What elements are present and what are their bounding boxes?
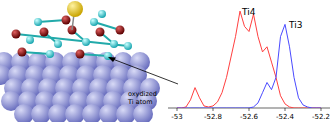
adsorbate-atom bbox=[110, 40, 118, 48]
tick bbox=[321, 108, 322, 111]
tick-label: -52.8 bbox=[204, 113, 222, 121]
adsorbate-atom bbox=[18, 48, 27, 57]
adsorbate-atom bbox=[46, 50, 54, 58]
figure-svg: -53 -52.8 -52.6 -52.4 -52.2 Ti4 Ti3 oxydizedTi … bbox=[0, 0, 333, 122]
surface-atom bbox=[48, 104, 68, 122]
tick bbox=[177, 108, 178, 111]
gold-atom bbox=[67, 1, 83, 17]
adsorbate-atom bbox=[96, 28, 105, 37]
surface-atom bbox=[99, 104, 119, 122]
adsorbate-atom bbox=[124, 42, 132, 50]
surface-atom bbox=[133, 104, 153, 122]
series-label: Ti3 bbox=[288, 20, 302, 30]
tick-label: -52.4 bbox=[276, 113, 295, 121]
adsorbate-atom bbox=[116, 26, 125, 35]
surface-atom bbox=[14, 104, 34, 122]
adsorbate-atom bbox=[12, 30, 21, 39]
adsorbate-atom bbox=[40, 28, 49, 37]
adsorbate-atom bbox=[62, 16, 71, 25]
figure: -53 -52.8 -52.6 -52.4 -52.2 Ti4 Ti3 oxydizedTi … bbox=[0, 0, 333, 122]
tick bbox=[249, 108, 250, 111]
plot-area bbox=[177, 11, 321, 108]
adsorbate-atom bbox=[90, 18, 98, 26]
surface-atom bbox=[65, 104, 85, 122]
tick-label: -53 bbox=[171, 113, 182, 121]
series-line bbox=[177, 11, 321, 108]
surface-atom bbox=[82, 104, 102, 122]
annotation-text: oxydized bbox=[128, 90, 157, 98]
annotation-text: Ti atom bbox=[127, 98, 152, 106]
series-line bbox=[177, 24, 321, 108]
arrow-head bbox=[108, 57, 116, 62]
tick-label: -52.6 bbox=[240, 113, 259, 121]
x-axis: -53 -52.8 -52.6 -52.4 -52.2 bbox=[168, 108, 330, 121]
illustration bbox=[0, 1, 160, 122]
adsorbate-atom bbox=[98, 10, 106, 18]
surface-atom bbox=[31, 104, 51, 122]
adsorbate-atom bbox=[76, 50, 85, 59]
annotation: oxydizedTi atom bbox=[108, 57, 178, 106]
tick-label: -52.2 bbox=[312, 113, 330, 121]
adsorbate-atom bbox=[26, 36, 34, 44]
surface-atom bbox=[116, 104, 136, 122]
adsorbate-atom bbox=[82, 38, 90, 46]
arrow-line bbox=[110, 58, 178, 84]
adsorbate-atom bbox=[34, 18, 42, 26]
tick bbox=[213, 108, 214, 111]
adsorbate-atom bbox=[54, 40, 62, 48]
tick bbox=[285, 108, 286, 111]
series-label: Ti4 bbox=[241, 7, 256, 17]
